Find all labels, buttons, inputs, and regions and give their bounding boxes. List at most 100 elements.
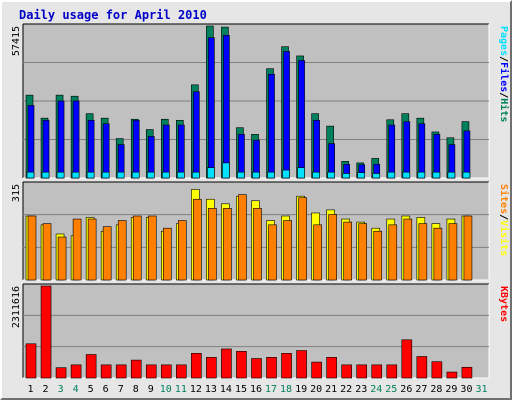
x-tick-label: 19 xyxy=(295,384,307,395)
files-bar xyxy=(162,124,170,179)
x-tick-label: 23 xyxy=(355,384,367,395)
files-bar xyxy=(42,119,50,179)
sites-bar xyxy=(208,208,217,281)
pages-bar xyxy=(372,173,381,179)
x-tick-label: 28 xyxy=(430,384,442,395)
pages-bar xyxy=(222,162,230,179)
sites-bar xyxy=(328,214,337,281)
x-tick-label: 6 xyxy=(103,384,109,395)
pages-bar xyxy=(192,171,200,179)
x-tick-label: 16 xyxy=(250,384,262,395)
files-bar xyxy=(283,51,290,179)
sites-bar xyxy=(102,226,112,281)
legend-item: Pages xyxy=(498,26,509,56)
x-tick-label: 20 xyxy=(310,384,322,395)
x-tick-label: 14 xyxy=(220,384,232,395)
files-bar xyxy=(72,100,80,179)
files-bar xyxy=(193,91,200,179)
kbytes-bar xyxy=(55,367,67,379)
files-bar xyxy=(208,37,215,179)
kbytes-bar xyxy=(326,357,337,379)
kbytes-bar xyxy=(416,356,428,379)
x-tick-label: 22 xyxy=(340,384,352,395)
legend-item: Sites xyxy=(498,184,510,214)
legend-bottom: KBytes xyxy=(498,286,509,322)
legend-item: Files xyxy=(498,62,510,92)
x-tick-label: 5 xyxy=(88,384,94,395)
pages-bar xyxy=(116,171,125,179)
x-tick-label: 12 xyxy=(190,384,202,395)
sites-bar xyxy=(57,236,67,281)
pages-bar xyxy=(161,171,170,179)
sites-bar xyxy=(72,218,82,281)
pages-bar xyxy=(41,171,50,179)
x-tick-label: 15 xyxy=(235,384,247,395)
kbytes-bar xyxy=(281,353,292,379)
files-bar xyxy=(27,105,35,179)
ymax-label-bottom: 2311616 xyxy=(11,286,22,328)
x-tick-label: 7 xyxy=(118,384,124,395)
ymax-label-top: 57415 xyxy=(11,26,22,56)
x-tick-label: 4 xyxy=(73,384,79,395)
files-bar xyxy=(87,119,95,179)
pages-bar xyxy=(402,171,411,179)
pages-bar xyxy=(177,171,185,179)
kbytes-bar xyxy=(145,364,157,379)
x-tick-label: 24 xyxy=(370,384,382,395)
kbytes-bar xyxy=(461,366,473,379)
x-tick-label: 30 xyxy=(460,384,472,395)
sites-bar xyxy=(313,224,322,281)
x-tick-label: 10 xyxy=(160,384,172,395)
kbytes-bar xyxy=(70,364,82,379)
sites-bar xyxy=(433,227,443,281)
legend-item: Visits xyxy=(498,220,510,256)
kbytes-bar xyxy=(85,354,97,379)
sites-bar xyxy=(358,223,368,281)
pages-bar xyxy=(297,167,305,179)
pages-bar xyxy=(447,171,456,179)
sites-bar xyxy=(388,224,398,281)
sites-bar xyxy=(463,215,473,281)
chart-title: Daily usage for April 2010 xyxy=(19,8,207,22)
x-tick-label: 21 xyxy=(325,384,337,395)
sites-bar xyxy=(253,208,262,281)
sites-bar xyxy=(117,220,127,281)
pages-bar xyxy=(237,171,245,179)
legend-item: / xyxy=(498,56,509,62)
sites-bar xyxy=(42,223,52,281)
sites-bar xyxy=(238,194,247,281)
kbytes-bar xyxy=(356,364,368,379)
files-bar xyxy=(178,124,185,179)
kbytes-bar xyxy=(176,364,187,379)
legend-item: KBytes xyxy=(498,286,509,322)
pages-bar xyxy=(387,171,396,179)
sites-bar xyxy=(147,215,157,281)
files-bar xyxy=(463,130,471,179)
x-tick-label: 1 xyxy=(28,384,34,395)
files-bar xyxy=(403,121,411,179)
sites-bar xyxy=(268,224,277,281)
pages-bar xyxy=(357,172,366,179)
legend-item: / xyxy=(498,214,509,220)
ymax-label-middle: 315 xyxy=(11,184,22,202)
sites-bar xyxy=(193,198,202,281)
pages-bar xyxy=(131,171,140,179)
x-tick-label: 29 xyxy=(445,384,457,395)
kbytes-bar xyxy=(206,357,217,379)
files-bar xyxy=(388,124,396,179)
pages-bar xyxy=(267,171,275,179)
x-tick-label: 17 xyxy=(265,384,277,395)
sites-bar xyxy=(298,197,307,281)
kbytes-bar xyxy=(40,285,52,379)
kbytes-bar xyxy=(236,351,247,379)
sites-bar xyxy=(132,215,142,281)
pages-bar xyxy=(417,171,426,179)
files-bar xyxy=(313,119,320,179)
sites-bar xyxy=(373,230,383,281)
kbytes-bar xyxy=(160,364,172,379)
sites-bar xyxy=(223,208,232,281)
files-bar xyxy=(298,60,305,179)
kbytes-bar xyxy=(296,350,307,379)
